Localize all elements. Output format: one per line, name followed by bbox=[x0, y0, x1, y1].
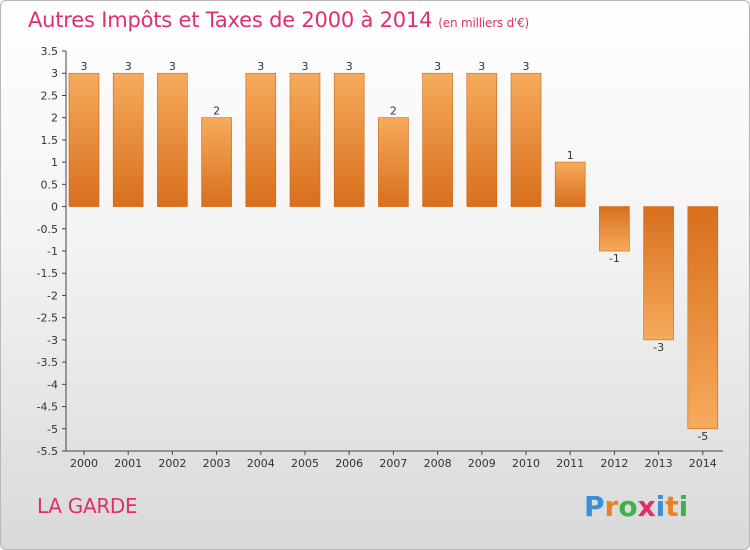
value-label-2002: 3 bbox=[169, 60, 176, 73]
y-tick-label: 1.5 bbox=[41, 134, 59, 147]
chart-value-labels: 3 3 3 2 3 3 3 2 3 3 3 1 -1 -3 -5 bbox=[81, 60, 709, 443]
bar-2006 bbox=[333, 72, 365, 207]
y-tick-label: -3.5 bbox=[37, 356, 58, 369]
value-label-2003: 2 bbox=[213, 105, 220, 118]
y-tick-label: 2.5 bbox=[41, 89, 59, 102]
bar-2002 bbox=[157, 72, 188, 207]
x-tick-label-2012: 2012 bbox=[600, 457, 628, 470]
logo-letter: i bbox=[678, 490, 689, 523]
y-tick-label: -3 bbox=[47, 334, 58, 347]
bar-2005 bbox=[289, 72, 321, 207]
bar-2010 bbox=[510, 72, 542, 207]
chart-title-text: Autres Impôts et Taxes de 2000 à 2014 bbox=[28, 8, 433, 32]
bar-2001 bbox=[112, 72, 144, 207]
x-tick-label-2009: 2009 bbox=[468, 457, 496, 470]
chart-title: Autres Impôts et Taxes de 2000 à 2014 (en… bbox=[28, 8, 529, 32]
bar-2008 bbox=[422, 72, 453, 207]
x-tick-label-2004: 2004 bbox=[247, 457, 275, 470]
bar-2012 bbox=[599, 206, 630, 252]
value-label-2011: 1 bbox=[567, 149, 574, 162]
value-label-2005: 3 bbox=[302, 60, 309, 73]
x-tick-label-2014: 2014 bbox=[689, 457, 717, 470]
value-label-2001: 3 bbox=[125, 60, 132, 73]
y-tick-label: 0.5 bbox=[41, 178, 59, 191]
value-label-2004: 3 bbox=[257, 60, 264, 73]
y-tick-label: 1 bbox=[51, 156, 58, 169]
proxiti-logo: Proxiti bbox=[584, 490, 688, 523]
bar-2011 bbox=[554, 161, 586, 207]
chart-axes: 3.5 3 2.5 2 1.5 1 0.5 0 -0.5 -1 -1.5 -2 -2.5 -3 -3.5 -4… bbox=[37, 45, 723, 470]
x-tick-label-2003: 2003 bbox=[203, 457, 231, 470]
y-tick-label: 0 bbox=[51, 201, 58, 214]
x-tick-label-2010: 2010 bbox=[512, 457, 540, 470]
logo-letter: x bbox=[637, 490, 656, 523]
y-tick-label: -2 bbox=[47, 289, 58, 302]
value-label-2010: 3 bbox=[523, 60, 530, 73]
bar-2000 bbox=[68, 72, 100, 207]
value-label-2000: 3 bbox=[81, 60, 88, 73]
x-tick-label-2007: 2007 bbox=[379, 457, 407, 470]
x-tick-label-2008: 2008 bbox=[424, 457, 452, 470]
x-tick-label-2000: 2000 bbox=[70, 457, 98, 470]
y-tick-label: -1.5 bbox=[37, 267, 58, 280]
logo-letter: P bbox=[584, 490, 605, 523]
bar-2014 bbox=[687, 206, 719, 430]
value-label-2007: 2 bbox=[390, 105, 397, 118]
y-tick-label: -0.5 bbox=[37, 223, 58, 236]
y-tick-label: -4.5 bbox=[37, 401, 58, 414]
y-tick-label: -4 bbox=[47, 378, 58, 391]
bar-2009 bbox=[466, 72, 498, 207]
bar-2003 bbox=[201, 117, 232, 207]
x-tick-label-2005: 2005 bbox=[291, 457, 319, 470]
chart-bars bbox=[68, 72, 719, 430]
value-label-2012: -1 bbox=[609, 252, 620, 265]
value-label-2014: -5 bbox=[697, 430, 708, 443]
y-tick-label: -5.5 bbox=[37, 445, 58, 458]
commune-name: LA GARDE bbox=[37, 494, 138, 518]
y-tick-label: -2.5 bbox=[37, 312, 58, 325]
y-tick-label: 3.5 bbox=[41, 45, 59, 58]
value-label-2006: 3 bbox=[346, 60, 353, 73]
x-tick-label-2002: 2002 bbox=[158, 457, 186, 470]
x-tick-label-2006: 2006 bbox=[335, 457, 363, 470]
bar-2013 bbox=[643, 206, 674, 341]
value-label-2013: -3 bbox=[653, 341, 664, 354]
value-label-2008: 3 bbox=[434, 60, 441, 73]
bar-2007 bbox=[378, 117, 409, 207]
y-tick-label: -1 bbox=[47, 245, 58, 258]
x-tick-label-2001: 2001 bbox=[114, 457, 142, 470]
logo-letter: t bbox=[665, 490, 679, 523]
logo-letter: i bbox=[655, 490, 666, 523]
y-tick-label: 2 bbox=[51, 112, 58, 125]
logo-letter: o bbox=[618, 490, 638, 523]
y-tick-label: -5 bbox=[47, 423, 58, 436]
chart-subtitle: (en milliers d'€) bbox=[438, 16, 530, 30]
logo-letter: r bbox=[604, 490, 619, 523]
x-tick-label-2013: 2013 bbox=[645, 457, 673, 470]
y-tick-label: 3 bbox=[51, 67, 58, 80]
value-label-2009: 3 bbox=[478, 60, 485, 73]
bar-2004 bbox=[245, 72, 277, 207]
x-tick-label-2011: 2011 bbox=[556, 457, 584, 470]
